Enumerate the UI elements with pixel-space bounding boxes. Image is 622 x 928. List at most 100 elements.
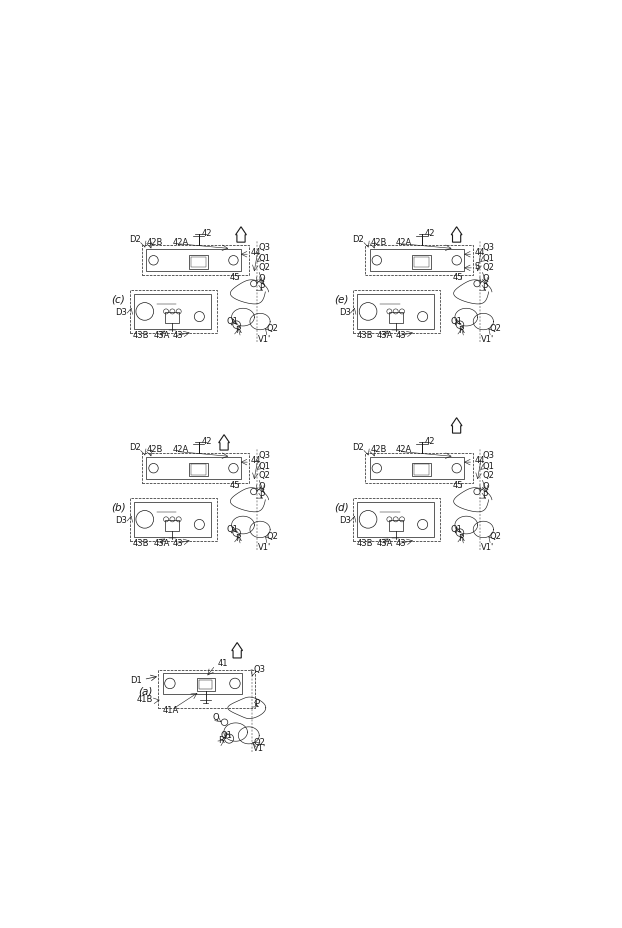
Text: 41A: 41A xyxy=(162,705,179,714)
Bar xyxy=(369,458,464,480)
Text: Q1: Q1 xyxy=(450,317,462,326)
Text: Q3: Q3 xyxy=(482,242,494,251)
Text: 43B: 43B xyxy=(356,538,373,548)
Text: D2: D2 xyxy=(129,443,141,451)
Text: R: R xyxy=(235,326,241,335)
Bar xyxy=(412,255,431,269)
Text: Q1: Q1 xyxy=(482,462,494,470)
Text: 42: 42 xyxy=(425,229,435,238)
Text: Q: Q xyxy=(212,712,219,721)
Text: 42: 42 xyxy=(425,436,435,445)
Text: Q2: Q2 xyxy=(490,532,501,541)
Text: (c): (c) xyxy=(111,295,124,304)
Text: 45: 45 xyxy=(453,481,463,490)
Text: P: P xyxy=(482,490,487,499)
Bar xyxy=(197,678,215,691)
Text: D3: D3 xyxy=(116,307,128,316)
Text: Q1: Q1 xyxy=(221,730,233,740)
Text: Q: Q xyxy=(259,274,266,283)
Bar xyxy=(146,458,241,480)
Bar xyxy=(389,313,402,324)
Text: 43: 43 xyxy=(173,330,183,340)
Bar xyxy=(165,313,179,324)
Bar xyxy=(165,521,179,532)
Text: 43B: 43B xyxy=(133,330,149,340)
Text: Q2: Q2 xyxy=(266,532,278,541)
Bar xyxy=(134,295,211,329)
Text: R: R xyxy=(458,326,464,335)
Text: D2: D2 xyxy=(352,443,364,451)
Text: 42B: 42B xyxy=(370,445,387,454)
Text: 42A: 42A xyxy=(396,445,412,454)
Text: 43B: 43B xyxy=(133,538,149,548)
Text: R: R xyxy=(458,534,464,543)
Text: Q2: Q2 xyxy=(482,470,494,480)
Text: 42B: 42B xyxy=(147,238,164,246)
Bar xyxy=(414,257,429,267)
Bar xyxy=(189,255,208,269)
Text: Q3: Q3 xyxy=(259,242,271,251)
Text: R: R xyxy=(218,735,224,744)
Text: V1': V1' xyxy=(258,543,271,551)
Bar xyxy=(146,251,241,272)
Bar xyxy=(189,463,208,477)
Text: 41: 41 xyxy=(218,658,228,667)
Text: D3: D3 xyxy=(339,307,351,316)
Text: (e): (e) xyxy=(334,295,348,304)
Text: 45: 45 xyxy=(230,273,240,282)
Text: R: R xyxy=(235,534,241,543)
Text: D3: D3 xyxy=(339,515,351,524)
Text: Q1: Q1 xyxy=(227,524,239,534)
Bar xyxy=(199,680,212,690)
Text: Q2: Q2 xyxy=(482,263,494,272)
Text: Q2: Q2 xyxy=(259,470,271,480)
Text: D2: D2 xyxy=(352,235,364,243)
Text: 45: 45 xyxy=(230,481,240,490)
Text: 43A: 43A xyxy=(154,330,170,340)
Text: 44: 44 xyxy=(251,456,261,465)
Text: P: P xyxy=(482,282,487,291)
Bar xyxy=(163,674,242,694)
Text: 42A: 42A xyxy=(172,445,188,454)
Polygon shape xyxy=(219,435,230,451)
Text: 43: 43 xyxy=(396,330,407,340)
Text: V1': V1' xyxy=(253,743,267,753)
Bar xyxy=(414,465,429,475)
Text: 43A: 43A xyxy=(154,538,170,548)
Bar xyxy=(191,257,206,267)
Text: 43A: 43A xyxy=(377,538,393,548)
Bar xyxy=(357,503,434,537)
Bar xyxy=(134,503,211,537)
Text: 42: 42 xyxy=(202,436,212,445)
Bar xyxy=(357,295,434,329)
Text: 44: 44 xyxy=(474,456,485,465)
Text: Q3: Q3 xyxy=(254,664,266,674)
Text: Q2: Q2 xyxy=(490,324,501,333)
Polygon shape xyxy=(451,419,462,433)
Text: 43B: 43B xyxy=(356,330,373,340)
Text: Q1: Q1 xyxy=(259,254,271,263)
Text: Q2: Q2 xyxy=(254,738,266,747)
Text: Q3: Q3 xyxy=(259,450,271,459)
Text: Q2: Q2 xyxy=(266,324,278,333)
Text: 43: 43 xyxy=(396,538,407,548)
Polygon shape xyxy=(232,643,243,658)
Bar xyxy=(369,251,464,272)
Text: D1: D1 xyxy=(130,676,142,684)
Text: P: P xyxy=(254,698,259,707)
Text: Q1: Q1 xyxy=(482,254,494,263)
Text: (d): (d) xyxy=(334,502,349,512)
Text: P: P xyxy=(259,490,264,499)
Text: V1': V1' xyxy=(481,543,494,551)
Text: 44: 44 xyxy=(251,248,261,257)
Text: Q1: Q1 xyxy=(259,462,271,470)
Text: 43: 43 xyxy=(173,538,183,548)
Text: D3: D3 xyxy=(116,515,128,524)
Text: Q1: Q1 xyxy=(227,317,239,326)
Text: V1': V1' xyxy=(481,335,494,343)
Text: Q2: Q2 xyxy=(259,263,271,272)
Polygon shape xyxy=(451,227,462,243)
Text: 42: 42 xyxy=(202,229,212,238)
Text: P: P xyxy=(259,282,264,291)
Text: D2: D2 xyxy=(129,235,141,243)
